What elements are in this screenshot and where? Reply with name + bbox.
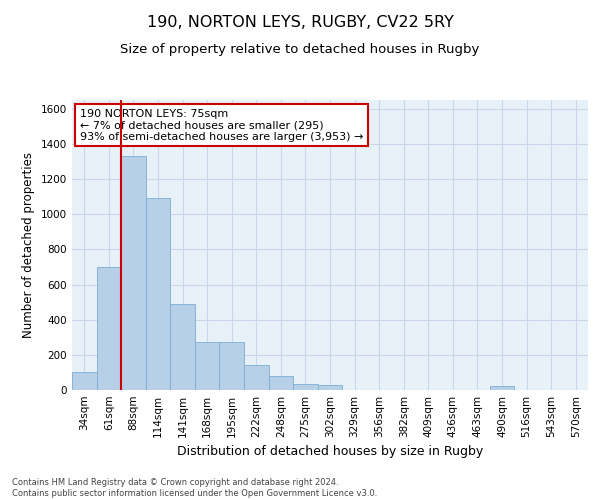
Text: 190, NORTON LEYS, RUGBY, CV22 5RY: 190, NORTON LEYS, RUGBY, CV22 5RY [146,15,454,30]
Bar [170,304,195,390]
Bar [72,372,97,390]
Bar [244,366,269,390]
Bar [293,384,318,390]
Bar [146,198,170,390]
Bar [195,342,220,390]
Text: 190 NORTON LEYS: 75sqm
← 7% of detached houses are smaller (295)
93% of semi-det: 190 NORTON LEYS: 75sqm ← 7% of detached … [80,108,363,142]
Text: Contains HM Land Registry data © Crown copyright and database right 2024.
Contai: Contains HM Land Registry data © Crown c… [12,478,377,498]
Bar [269,376,293,390]
Bar [97,267,121,390]
Text: Size of property relative to detached houses in Rugby: Size of property relative to detached ho… [121,42,479,56]
Bar [220,342,244,390]
X-axis label: Distribution of detached houses by size in Rugby: Distribution of detached houses by size … [177,446,483,458]
Bar [121,156,146,390]
Bar [318,384,342,390]
Y-axis label: Number of detached properties: Number of detached properties [22,152,35,338]
Bar [490,386,514,390]
